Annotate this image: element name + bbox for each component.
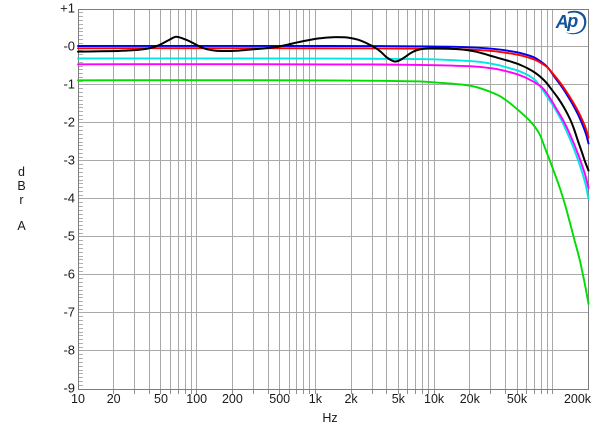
svg-text:+1: +1 (60, 0, 75, 15)
svg-text:20k: 20k (460, 392, 481, 406)
svg-text:d: d (18, 165, 25, 179)
svg-text:50: 50 (154, 392, 168, 406)
svg-text:-5: -5 (63, 228, 75, 243)
svg-text:10: 10 (71, 392, 85, 406)
svg-text:Hz: Hz (322, 411, 337, 425)
svg-text:50k: 50k (507, 392, 528, 406)
svg-text:500: 500 (269, 392, 290, 406)
svg-text:-0: -0 (63, 38, 75, 53)
svg-text:100: 100 (186, 392, 207, 406)
svg-text:-6: -6 (63, 266, 75, 281)
svg-text:-8: -8 (63, 342, 75, 357)
svg-text:-4: -4 (63, 190, 75, 205)
svg-text:-7: -7 (63, 304, 75, 319)
svg-text:A: A (555, 12, 569, 32)
svg-text:r: r (19, 193, 23, 207)
svg-text:200k: 200k (564, 392, 592, 406)
svg-text:p: p (566, 11, 578, 31)
svg-text:2k: 2k (344, 392, 358, 406)
svg-text:-2: -2 (63, 114, 75, 129)
svg-text:10k: 10k (424, 392, 445, 406)
svg-text:200: 200 (222, 392, 243, 406)
svg-text:-9: -9 (63, 380, 75, 395)
svg-text:5k: 5k (392, 392, 406, 406)
svg-text:A: A (17, 219, 26, 233)
svg-text:-1: -1 (63, 76, 75, 91)
svg-text:-3: -3 (63, 152, 75, 167)
svg-text:1k: 1k (309, 392, 323, 406)
svg-text:20: 20 (107, 392, 121, 406)
svg-text:B: B (17, 179, 25, 193)
